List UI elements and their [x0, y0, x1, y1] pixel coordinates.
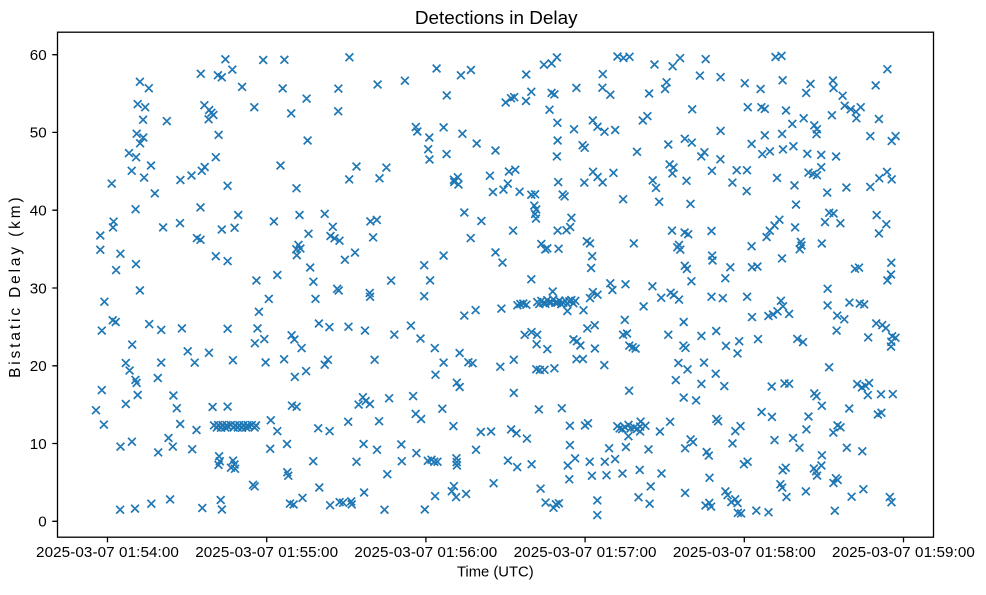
svg-text:40: 40: [30, 203, 47, 220]
svg-text:2025-03-07 01:55:00: 2025-03-07 01:55:00: [195, 544, 338, 561]
svg-text:10: 10: [30, 436, 47, 453]
svg-text:0: 0: [38, 514, 46, 531]
svg-text:20: 20: [30, 358, 47, 375]
svg-text:2025-03-07 01:56:00: 2025-03-07 01:56:00: [354, 544, 497, 561]
svg-text:2025-03-07 01:59:00: 2025-03-07 01:59:00: [832, 544, 975, 561]
svg-text:60: 60: [30, 47, 47, 64]
svg-text:2025-03-07 01:57:00: 2025-03-07 01:57:00: [514, 544, 657, 561]
svg-text:50: 50: [30, 125, 47, 142]
svg-text:Time (UTC): Time (UTC): [457, 565, 534, 581]
svg-text:2025-03-07 01:58:00: 2025-03-07 01:58:00: [673, 544, 816, 561]
svg-text:Bistatic Delay (km): Bistatic Delay (km): [7, 195, 24, 378]
svg-text:2025-03-07 01:54:00: 2025-03-07 01:54:00: [36, 544, 179, 561]
svg-text:30: 30: [30, 280, 47, 297]
svg-text:Detections in Delay: Detections in Delay: [415, 8, 578, 29]
